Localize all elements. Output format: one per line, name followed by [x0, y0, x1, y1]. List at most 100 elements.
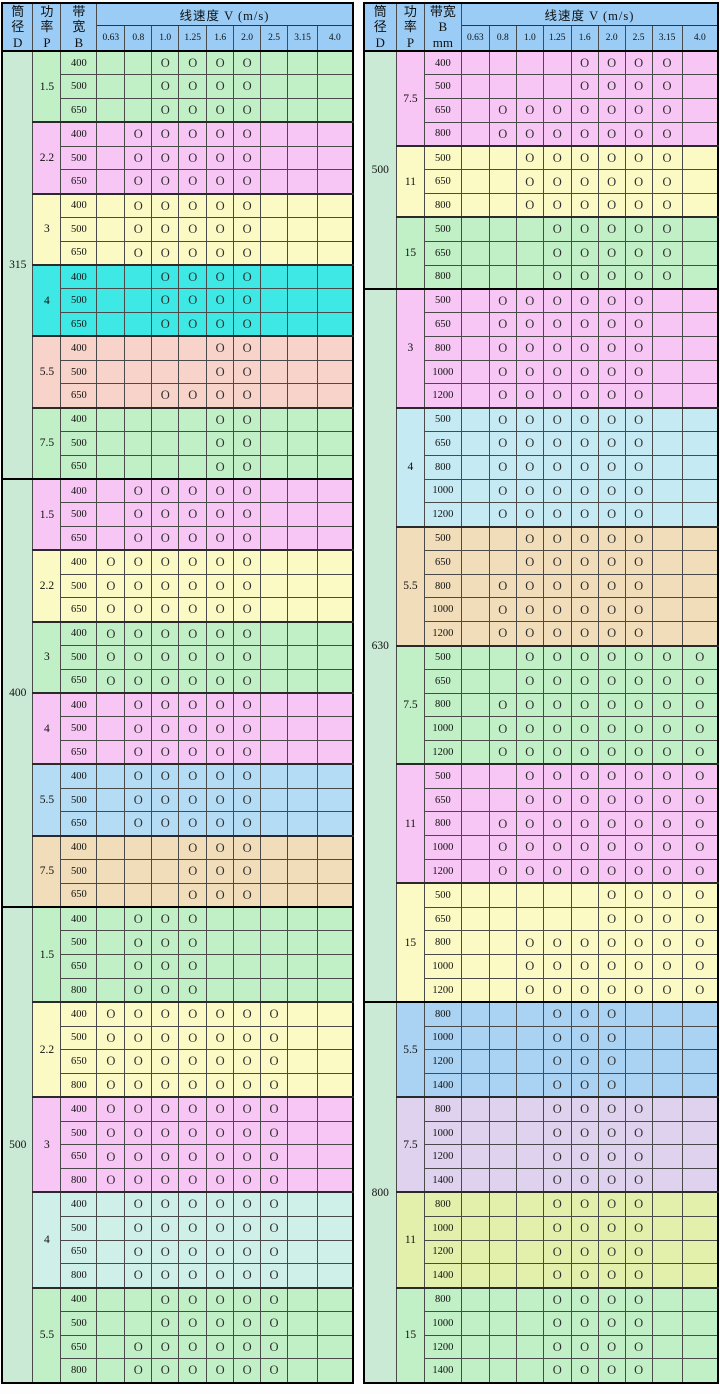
empty-cell — [488, 906, 517, 932]
empty-cell — [260, 977, 289, 1003]
empty-cell — [515, 264, 544, 290]
mark-cell: O — [151, 597, 180, 623]
mark-cell: O — [570, 121, 599, 147]
power-cell: 4 — [32, 692, 62, 765]
mark-cell: O — [542, 1286, 572, 1312]
empty-cell — [206, 930, 235, 956]
empty-cell — [460, 811, 490, 837]
empty-cell — [260, 620, 289, 647]
power-cell: 5.5 — [395, 525, 425, 647]
empty-cell — [317, 312, 353, 337]
mark-cell: O — [206, 335, 235, 361]
mark-cell: O — [542, 359, 572, 385]
mark-cell: O — [570, 216, 599, 242]
table-row: 2.2 400 O O O O O O — [2, 549, 353, 623]
empty-cell — [317, 1191, 353, 1217]
mark-cell: O — [124, 954, 153, 979]
empty-cell — [460, 882, 490, 908]
table-row: 800 O O O O O — [364, 264, 719, 290]
mark-cell: O — [597, 49, 626, 76]
mark-cell: O — [570, 359, 599, 385]
empty-cell — [460, 1334, 490, 1360]
mark-cell: O — [206, 834, 235, 861]
empty-cell — [287, 169, 318, 195]
empty-cell — [96, 977, 126, 1003]
empty-cell — [124, 1310, 153, 1336]
mark-cell: O — [542, 811, 572, 837]
empty-cell — [488, 264, 517, 290]
mark-cell: O — [597, 1191, 626, 1217]
belt-width-cell: 800 — [60, 977, 98, 1003]
empty-cell — [287, 1358, 318, 1384]
speed-column-header: 2.5 — [260, 24, 289, 52]
belt-width-cell: 1200 — [423, 1334, 462, 1360]
mark-cell: O — [96, 1025, 126, 1051]
empty-cell — [287, 977, 318, 1003]
mark-cell: O — [233, 454, 262, 480]
empty-cell — [287, 1096, 318, 1122]
mark-cell: O — [515, 98, 544, 123]
power-cell: 11 — [395, 763, 425, 884]
power-cell: 4 — [32, 264, 62, 337]
mark-cell: O — [681, 882, 719, 908]
belt-width-cell: 1200 — [423, 859, 462, 884]
mark-cell: O — [597, 216, 626, 242]
empty-cell — [287, 406, 318, 432]
empty-cell — [488, 193, 517, 218]
belt-width-cell: 500 — [60, 1215, 98, 1241]
mark-cell: O — [233, 145, 262, 171]
empty-cell — [515, 1215, 544, 1241]
mark-cell: O — [542, 169, 572, 195]
mark-cell: O — [570, 1001, 599, 1027]
empty-cell — [460, 1168, 490, 1193]
empty-cell — [681, 621, 719, 647]
empty-cell — [488, 49, 517, 76]
mark-cell: O — [570, 1120, 599, 1146]
belt-width-cell: 400 — [60, 478, 98, 504]
mark-cell: O — [570, 716, 599, 742]
belt-width-cell: 400 — [60, 1001, 98, 1027]
table-row: 800 O O O O O O — [364, 573, 719, 599]
empty-cell — [124, 335, 153, 361]
table-row: 650 O O O O — [2, 98, 353, 123]
mark-cell: O — [542, 1334, 572, 1360]
empty-cell — [287, 620, 318, 647]
empty-cell — [96, 954, 126, 979]
mark-cell: O — [515, 835, 544, 861]
mark-cell: O — [206, 1168, 235, 1193]
mark-cell: O — [542, 930, 572, 956]
belt-width-cell: 650 — [60, 454, 98, 480]
empty-cell — [488, 1310, 517, 1336]
mark-cell: O — [515, 169, 544, 195]
empty-cell — [287, 597, 318, 623]
empty-cell — [96, 740, 126, 765]
empty-cell — [488, 1073, 517, 1098]
mark-cell: O — [260, 1025, 289, 1051]
mark-cell: O — [542, 716, 572, 742]
table-body-left: 315 1.5 400 O O O O 500 O O O O 650 O O O O 2.2 400 O O O O O 50… — [1, 49, 353, 1384]
empty-cell — [287, 763, 318, 789]
mark-cell: O — [651, 240, 683, 266]
mark-cell: O — [624, 692, 653, 718]
belt-width-cell: 1000 — [423, 954, 462, 979]
empty-cell — [460, 740, 490, 765]
empty-cell — [317, 1286, 353, 1312]
empty-cell — [651, 1120, 683, 1146]
empty-cell — [651, 1073, 683, 1098]
mark-cell: O — [515, 406, 544, 432]
mark-cell: O — [597, 692, 626, 718]
mark-cell: O — [233, 692, 262, 718]
empty-cell — [96, 406, 126, 432]
mark-cell: O — [233, 882, 262, 908]
table-row: 650 O O O O O — [2, 169, 353, 195]
empty-cell — [460, 597, 490, 623]
belt-width-cell: 800 — [60, 1358, 98, 1384]
empty-cell — [317, 645, 353, 670]
mark-cell: O — [206, 882, 235, 908]
empty-cell — [651, 1358, 683, 1384]
mark-cell: O — [570, 1334, 599, 1360]
table-row: 500 O O O O O — [2, 1310, 353, 1336]
mark-cell: O — [624, 977, 653, 1003]
empty-cell — [460, 454, 490, 480]
table-row: 1400 O O O O — [364, 1358, 719, 1384]
